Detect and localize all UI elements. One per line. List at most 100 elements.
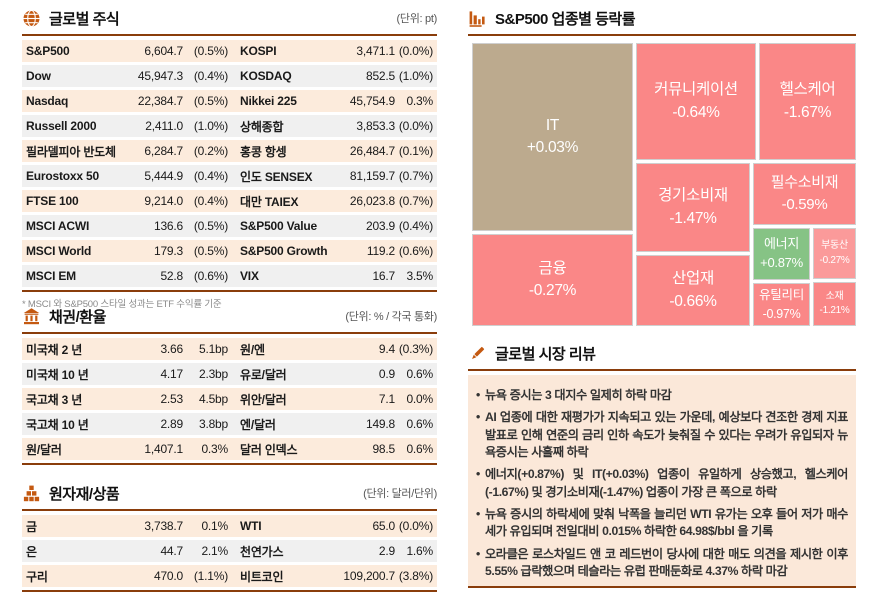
row-value: 109,200.7 xyxy=(343,569,395,583)
row-change: (0.3%) xyxy=(398,342,433,356)
section-header: S&P500 업종별 등락률 xyxy=(468,6,856,36)
row-change: 2.3bp xyxy=(198,367,228,381)
review-box: 뉴욕 증시는 3 대지수 일제히 하락 마감 AI 업종에 대한 재평가가 지속… xyxy=(468,375,856,588)
row-label: 구리 xyxy=(26,569,48,584)
table-row: MSCI ACWI 136.6 (0.5%) S&P500 Value 203.9 (0.… xyxy=(22,215,437,237)
section-header: 글로벌 주식 (단위: pt) xyxy=(22,6,437,36)
row-change: (0.2%) xyxy=(193,144,228,158)
sector-name: 커뮤니케이션 xyxy=(654,81,738,99)
treemap-cell-industrials: 산업재 -0.66% xyxy=(636,255,750,326)
treemap-cell-communication: 커뮤니케이션 -0.64% xyxy=(636,43,756,160)
bar-chart-icon xyxy=(468,9,487,28)
row-change: 4.5bp xyxy=(198,392,228,406)
row-value: 2.53 xyxy=(160,392,183,406)
row-label: 금 xyxy=(26,519,37,534)
row-change: (0.5%) xyxy=(193,219,228,233)
row-change: (0.5%) xyxy=(193,94,228,108)
row-value: 3,738.7 xyxy=(144,519,183,533)
review-bullet: 뉴욕 증시는 3 대지수 일제히 하락 마감 xyxy=(474,387,848,405)
row-value: 203.9 xyxy=(365,219,395,233)
row-change: (0.7%) xyxy=(398,169,433,183)
treemap-cell-utilities: 유틸리티 -0.97% xyxy=(753,283,810,326)
section-title: 채권/환율 xyxy=(49,308,106,326)
row-change: 2.1% xyxy=(201,544,228,558)
row-change: 3.5% xyxy=(406,269,433,283)
table-row: 원/달러 1,407.1 0.3% 달러 인덱스 98.5 0.6% xyxy=(22,438,437,460)
row-value: 81,159.7 xyxy=(349,169,395,183)
table-row: S&P500 6,604.7 (0.5%) KOSPI 3,471.1 (0.0%) xyxy=(22,40,437,62)
row-label: Nasdaq xyxy=(26,94,69,108)
row-label: 필라델피아 반도체 xyxy=(26,144,116,159)
row-label: 은 xyxy=(26,544,37,559)
row-change: (1.1%) xyxy=(193,569,228,583)
global-stocks-table: S&P500 6,604.7 (0.5%) KOSPI 3,471.1 (0.0%) Do… xyxy=(22,40,437,292)
row-label: S&P500 Value xyxy=(240,219,317,233)
table-row: 미국채 10 년 4.17 2.3bp 유로/달러 0.9 0.6% xyxy=(22,363,437,385)
row-change: (0.0%) xyxy=(398,119,433,133)
row-label: 원/달러 xyxy=(26,442,62,457)
row-change: (0.6%) xyxy=(398,244,433,258)
row-value: 5,444.9 xyxy=(144,169,183,183)
sector-change: -0.27% xyxy=(528,282,577,299)
row-change: 0.1% xyxy=(201,519,228,533)
row-value: 22,384.7 xyxy=(137,94,183,108)
row-label: 유로/달러 xyxy=(240,367,287,382)
row-value: 65.0 xyxy=(372,519,395,533)
footnote: * MSCI 와 S&P500 스타일 성과는 ETF 수익률 기준 xyxy=(22,299,222,310)
row-value: 1,407.1 xyxy=(144,442,183,456)
row-change: (1.0%) xyxy=(398,69,433,83)
row-label: 국고채 10 년 xyxy=(26,417,89,432)
row-change: (0.4%) xyxy=(193,69,228,83)
bank-icon xyxy=(22,307,41,326)
row-change: (0.7%) xyxy=(398,194,433,208)
row-value: 470.0 xyxy=(153,569,183,583)
row-change: (0.4%) xyxy=(193,169,228,183)
row-label: 위안/달러 xyxy=(240,392,287,407)
row-change: 0.3% xyxy=(201,442,228,456)
row-change: (0.5%) xyxy=(193,44,228,58)
commodities-table: 금 3,738.7 0.1% WTI 65.0 (0.0%) 은 44.7 2.1% 천연가스 2… xyxy=(22,515,437,592)
row-value: 136.6 xyxy=(153,219,183,233)
sector-change: +0.03% xyxy=(526,139,579,156)
row-label: 달러 인덱스 xyxy=(240,442,298,457)
treemap-cell-it: IT +0.03% xyxy=(472,43,633,231)
table-row: MSCI EM 52.8 (0.6%) VIX 16.7 3.5% xyxy=(22,265,437,287)
bonds-fx-table: 미국채 2 년 3.66 5.1bp 원/엔 9.4 (0.3%) 미국채 10 년 4.1… xyxy=(22,338,437,465)
section-title: 원자재/상품 xyxy=(49,485,120,503)
row-label: 상해종합 xyxy=(240,119,284,134)
row-value: 3,471.1 xyxy=(356,44,395,58)
sector-name: 금융 xyxy=(538,259,567,277)
bonds-fx-section: 채권/환율 (단위: % / 각국 통화) 미국채 2 년 3.66 5.1bp 원/… xyxy=(22,304,437,465)
table-row: FTSE 100 9,214.0 (0.4%) 대만 TAIEX 26,023.8 (0.… xyxy=(22,190,437,212)
table-row: 은 44.7 2.1% 천연가스 2.9 1.6% xyxy=(22,540,437,562)
sector-change: -0.27% xyxy=(819,254,850,266)
row-label: S&P500 Growth xyxy=(240,244,328,258)
row-value: 45,947.3 xyxy=(137,69,183,83)
sector-name: 헬스케어 xyxy=(779,81,836,99)
section-title: 글로벌 주식 xyxy=(49,10,120,28)
treemap-cell-healthcare: 헬스케어 -1.67% xyxy=(759,43,856,160)
row-value: 852.5 xyxy=(365,69,395,83)
sector-name: 부동산 xyxy=(821,240,848,251)
row-label: Eurostoxx 50 xyxy=(26,169,99,183)
row-change: (0.4%) xyxy=(398,219,433,233)
sector-name: 경기소비재 xyxy=(658,187,728,205)
row-label: 천연가스 xyxy=(240,544,284,559)
table-row: 구리 470.0 (1.1%) 비트코인 109,200.7 (3.8%) xyxy=(22,565,437,587)
row-label: 비트코인 xyxy=(240,569,284,584)
row-change: 3.8bp xyxy=(198,417,228,431)
treemap-cell-consumer-staples: 필수소비재 -0.59% xyxy=(753,163,856,225)
sector-change: -0.59% xyxy=(781,196,828,213)
row-change: (0.0%) xyxy=(398,519,433,533)
table-row: Dow 45,947.3 (0.4%) KOSDAQ 852.5 (1.0%) xyxy=(22,65,437,87)
row-value: 26,023.8 xyxy=(349,194,395,208)
row-label: 원/엔 xyxy=(240,342,265,357)
table-row: MSCI World 179.3 (0.5%) S&P500 Growth 119.2(… xyxy=(22,240,437,262)
row-change: (0.4%) xyxy=(193,194,228,208)
row-value: 16.7 xyxy=(372,269,395,283)
treemap-cell-materials: 소재 -1.21% xyxy=(813,282,856,326)
globe-icon xyxy=(22,9,41,28)
row-change: 1.6% xyxy=(406,544,433,558)
row-change: 0.6% xyxy=(406,417,433,431)
